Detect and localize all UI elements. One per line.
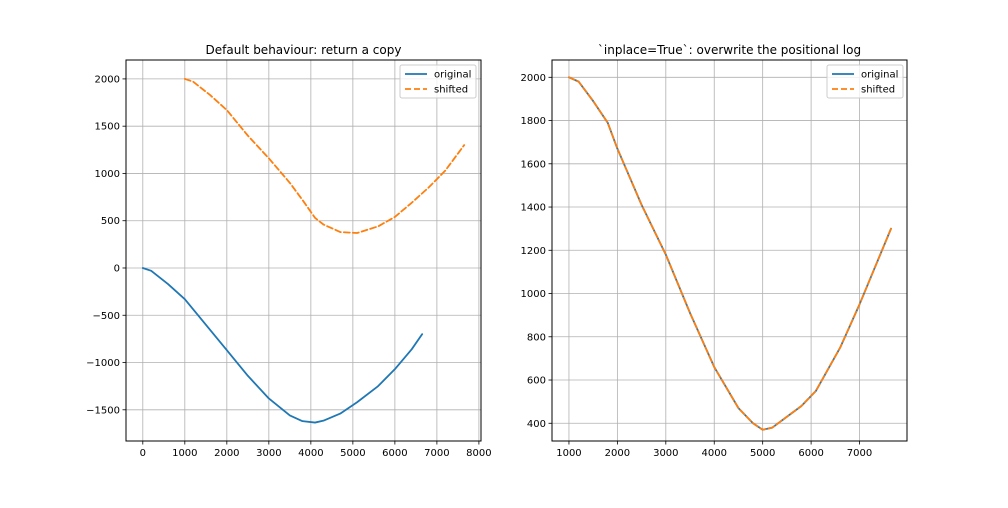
- right-x-tick-label: 6000: [798, 448, 823, 459]
- left-ticks: 0 1000 2000 3000 4000 5000 6000 7000 8000−1500−1…: [86, 74, 491, 459]
- right-y-tick-label: 2000: [521, 73, 546, 84]
- left-series-shifted-line: [183, 78, 466, 234]
- right-y-tick-label: 400: [527, 419, 546, 430]
- left-y-tick-label: −1500: [86, 405, 120, 416]
- right-legend-original-label: original: [861, 70, 898, 81]
- right-chart-title: `inplace=True`: overwrite the positional…: [598, 43, 861, 57]
- right-x-tick-label: 7000: [847, 448, 872, 459]
- left-x-tick-label: 7000: [424, 448, 449, 459]
- left-y-tick-label: 2000: [95, 74, 120, 85]
- left-series-original-line: [141, 267, 424, 424]
- left-x-tick-label: 8000: [466, 448, 491, 459]
- left-legend: original shifted: [399, 64, 477, 99]
- right-x-tick-label: 3000: [653, 448, 678, 459]
- right-y-tick-label: 1800: [521, 116, 546, 127]
- right-y-tick-label: 800: [527, 332, 546, 343]
- left-series: [141, 78, 466, 424]
- left-y-tick-label: 0: [114, 263, 120, 274]
- right-series-shifted-line: [568, 76, 892, 431]
- left-x-tick-label: 3000: [256, 448, 281, 459]
- right-y-tick-label: 1200: [521, 246, 546, 257]
- right-legend-shifted-label: shifted: [861, 85, 895, 96]
- left-legend-original-label: original: [434, 70, 471, 81]
- right-y-tick-label: 600: [527, 376, 546, 387]
- left-y-tick-label: 500: [101, 216, 120, 227]
- left-subplot: 0 1000 2000 3000 4000 5000 6000 7000 8000−1500−1…: [86, 43, 491, 459]
- right-subplot: 1000 2000 3000 4000 5000 6000 7000 400 600 800 100…: [521, 43, 908, 459]
- right-x-tick-label: 5000: [750, 448, 775, 459]
- right-legend: original shifted: [826, 64, 904, 99]
- right-y-tick-label: 1000: [521, 289, 546, 300]
- right-ticks: 1000 2000 3000 4000 5000 6000 7000 400 600 800 100…: [521, 73, 873, 459]
- left-grid: [126, 60, 481, 441]
- left-x-tick-label: 6000: [382, 448, 407, 459]
- left-axes-frame: [125, 59, 482, 442]
- left-y-tick-label: 1000: [95, 169, 120, 180]
- left-y-tick-label: −500: [93, 311, 120, 322]
- right-x-tick-label: 1000: [556, 448, 581, 459]
- left-x-tick-label: 5000: [340, 448, 365, 459]
- right-x-tick-label: 2000: [605, 448, 630, 459]
- right-series: [568, 76, 892, 431]
- right-y-tick-label: 1600: [521, 159, 546, 170]
- right-grid: [552, 60, 907, 441]
- right-x-tick-label: 4000: [702, 448, 727, 459]
- left-y-tick-label: −1000: [86, 358, 120, 369]
- left-chart-title: Default behaviour: return a copy: [206, 43, 402, 57]
- left-x-tick-label: 1000: [172, 448, 197, 459]
- right-y-tick-label: 1400: [521, 203, 546, 214]
- left-legend-shifted-label: shifted: [434, 85, 468, 96]
- left-x-tick-label: 2000: [214, 448, 239, 459]
- left-x-tick-label: 0: [140, 448, 146, 459]
- left-x-tick-label: 4000: [298, 448, 323, 459]
- left-y-tick-label: 1500: [95, 122, 120, 133]
